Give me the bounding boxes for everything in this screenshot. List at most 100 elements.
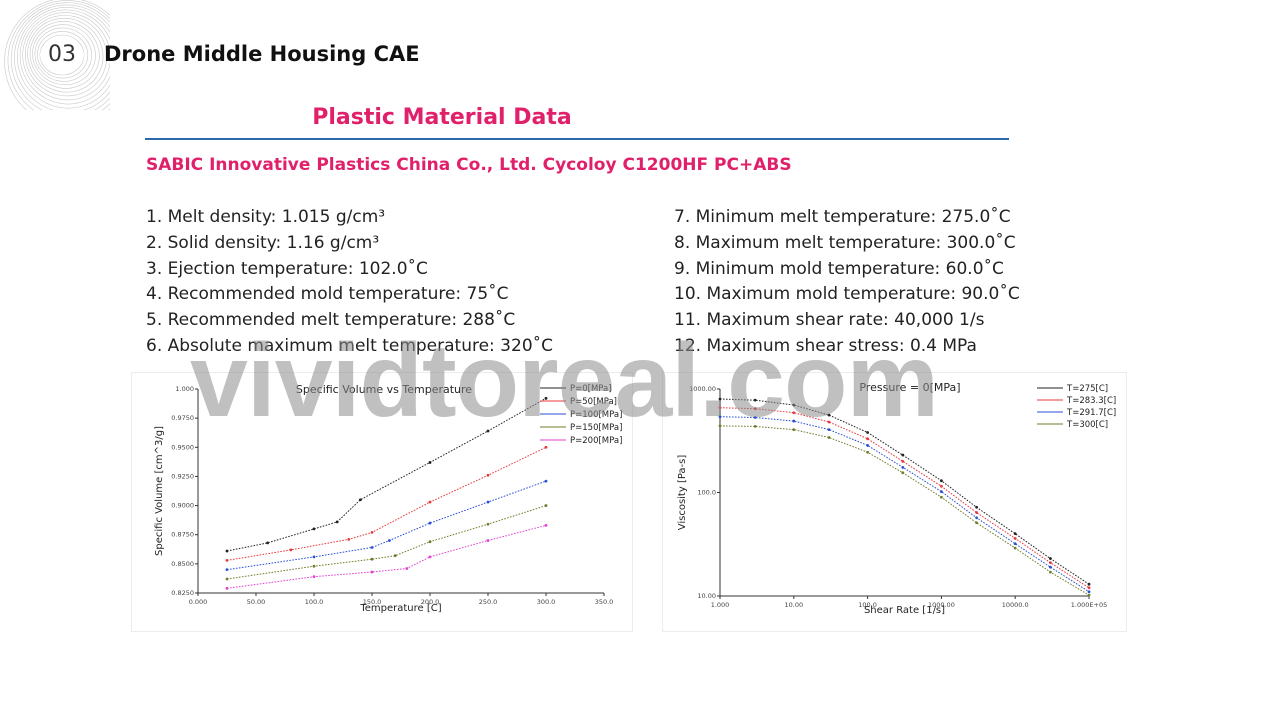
y-tick-label: 0.8250 [171, 589, 194, 597]
property-item: 12. Maximum shear stress: 0.4 MPa [674, 335, 977, 356]
series-line [719, 416, 1090, 593]
data-point [975, 505, 979, 509]
swirl-ring [29, 21, 100, 89]
series-line [226, 446, 547, 561]
y-tick-label: 0.8750 [171, 531, 194, 539]
page-title: Plastic Material Data [312, 105, 572, 130]
data-point [428, 555, 432, 559]
x-tick-label: 250.0 [479, 598, 498, 606]
data-point [975, 521, 979, 525]
data-point [347, 537, 351, 541]
swirl-ring [10, 2, 110, 110]
data-point [1049, 557, 1052, 560]
series-line [719, 398, 1090, 585]
x-tick-label: 50.00 [247, 598, 266, 606]
property-item: 6. Absolute maximum melt temperature: 32… [146, 335, 554, 356]
property-item: 7. Minimum melt temperature: 275.0˚C [674, 207, 1011, 227]
property-item: 11. Maximum shear rate: 40,000 1/s [674, 310, 985, 331]
data-point [866, 450, 869, 454]
legend-label: T=283.3[C] [1066, 396, 1116, 406]
data-point [792, 411, 796, 415]
decorative-swirl-graphic [4, 0, 110, 110]
data-point [544, 396, 548, 400]
legend-label: P=200[MPa] [570, 436, 622, 446]
legend-label: P=50[MPa] [570, 397, 617, 407]
data-point [486, 473, 490, 477]
data-point [718, 424, 722, 428]
data-point [1049, 570, 1052, 574]
series-line [719, 425, 1090, 596]
swirl-ring [14, 4, 110, 110]
data-point [370, 570, 374, 574]
properties-list-right: 7. Minimum melt temperature: 275.0˚C 8. … [674, 205, 1020, 360]
data-point [428, 500, 432, 504]
data-point [312, 575, 316, 579]
data-point [792, 428, 796, 432]
data-point [1049, 565, 1052, 569]
viscosity-chart-svg: 1.000 10.00 100.0 1000.00 10000.0 1.000E+0510… [677, 381, 1116, 616]
section-number: 03 [40, 38, 84, 72]
y-tick-label: 10.00 [697, 592, 716, 600]
x-tick-label: 0.000 [189, 598, 208, 606]
x-tick-label: 100.0 [858, 601, 877, 609]
data-point [405, 567, 409, 570]
data-point [718, 397, 722, 401]
data-point [1049, 561, 1052, 565]
data-point [388, 539, 391, 542]
properties-list-left: 1. Melt density: 1.015 g/cm³ 2. Solid de… [146, 205, 553, 360]
data-point [866, 444, 869, 447]
data-point [975, 511, 979, 514]
data-point [901, 465, 905, 469]
data-point [827, 413, 831, 417]
data-point [827, 436, 831, 439]
data-point [827, 428, 831, 432]
data-point [901, 471, 905, 475]
data-point [486, 522, 490, 526]
x-tick-label: 150.0 [363, 598, 382, 606]
data-point [792, 403, 796, 407]
chart-title: Specific Volume vs Temperature [296, 383, 472, 396]
property-item: 10. Maximum mold temperature: 90.0˚C [674, 284, 1020, 305]
property-item: 2. Solid density: 1.16 g/cm³ [146, 232, 380, 253]
y-axis-label: Specific Volume [cm^3/g] [154, 426, 165, 556]
specific-volume-chart: 0.000 50.00 100.0 150.0 200.0 250.0 300.0 350.0… [131, 372, 633, 632]
property-item: 5. Recommended melt temperature: 288˚C [146, 310, 516, 331]
series-line [719, 407, 1090, 589]
data-point [866, 437, 869, 441]
data-point [428, 461, 432, 464]
data-point [718, 415, 722, 419]
swirl-ring [24, 15, 107, 97]
x-tick-label: 300.0 [537, 598, 556, 606]
property-item: 3. Ejection temperature: 102.0˚C [146, 258, 428, 279]
x-axis-label: Shear Rate [1/s] [864, 605, 945, 616]
data-point [335, 520, 339, 524]
data-point [1087, 586, 1091, 590]
swirl-ring [34, 27, 92, 82]
y-tick-label: 0.8500 [171, 560, 194, 568]
data-point [544, 445, 548, 449]
property-item: 4. Recommended mold temperature: 75˚C [146, 284, 509, 305]
data-point [428, 521, 432, 525]
series-line [226, 524, 547, 589]
data-point [1013, 532, 1017, 536]
data-point [370, 546, 374, 549]
data-point [370, 530, 374, 534]
x-tick-label: 200.0 [421, 598, 440, 606]
legend-label: P=150[MPa] [570, 423, 622, 433]
data-point [1087, 593, 1091, 597]
data-point [428, 540, 432, 544]
specific-volume-chart-svg: 0.000 50.00 100.0 150.0 200.0 250.0 300.0 350.0… [154, 383, 622, 614]
legend-label: T=291.7[C] [1066, 408, 1116, 418]
data-point [266, 541, 269, 545]
y-tick-label: 100.0 [697, 489, 716, 497]
y-tick-label: 0.9250 [171, 472, 194, 480]
data-point [975, 516, 979, 520]
data-point [544, 523, 548, 527]
x-tick-label: 350.0 [595, 598, 614, 606]
data-point [901, 453, 905, 457]
data-point [225, 568, 229, 572]
property-item: 8. Maximum melt temperature: 300.0˚C [674, 232, 1016, 253]
legend-label: T=300[C] [1066, 420, 1108, 430]
series-line [226, 397, 547, 552]
data-point [225, 586, 229, 590]
